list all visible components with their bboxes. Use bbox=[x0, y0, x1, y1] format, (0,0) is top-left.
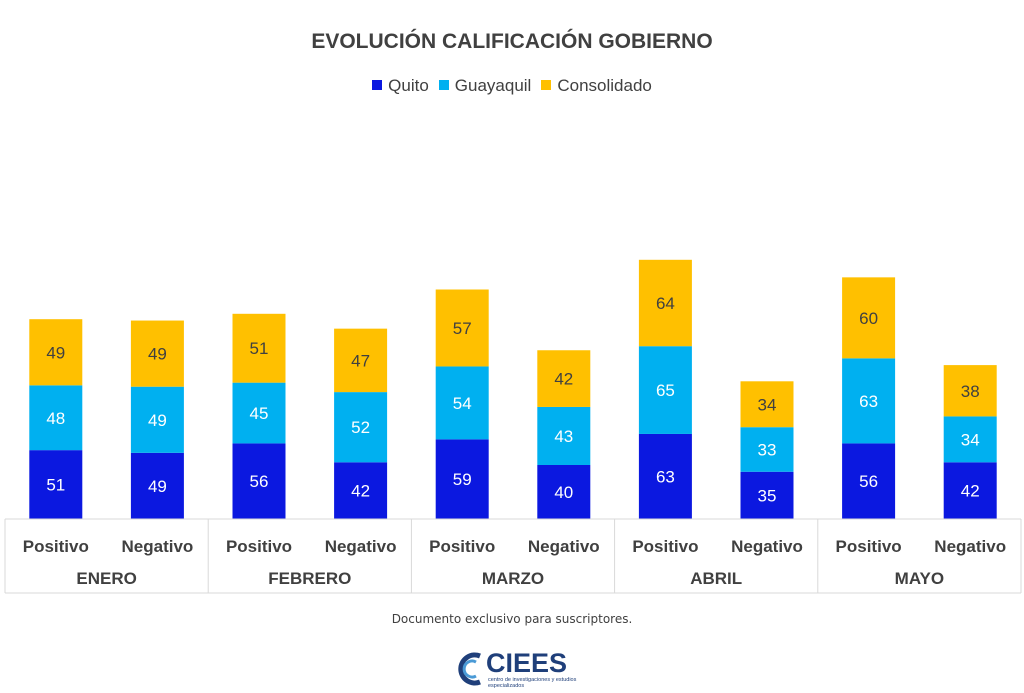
bar-consolidado-3 bbox=[334, 328, 388, 393]
bar-consolidado-6 bbox=[638, 259, 692, 347]
data-label-guayaquil-4: 54 bbox=[453, 394, 472, 413]
data-label-guayaquil-8: 63 bbox=[859, 392, 878, 411]
legend-swatch bbox=[438, 80, 449, 90]
group-label-marzo: MARZO bbox=[482, 569, 544, 588]
legend-label: Guayaquil bbox=[454, 76, 532, 95]
bar-consolidado-0 bbox=[29, 319, 83, 386]
group-label-febrero: FEBRERO bbox=[268, 569, 351, 588]
bar-consolidado-8 bbox=[842, 277, 896, 359]
bar-quito-2 bbox=[232, 443, 286, 519]
bar-consolidado-5 bbox=[537, 350, 591, 407]
bar-quito-7 bbox=[740, 471, 794, 519]
bar-quito-0 bbox=[29, 450, 83, 519]
legend-item-quito: Quito bbox=[372, 76, 429, 96]
data-label-quito-5: 40 bbox=[554, 483, 573, 502]
data-label-quito-1: 49 bbox=[148, 477, 167, 496]
bar-guayaquil-8 bbox=[842, 358, 896, 444]
bar-quito-3 bbox=[334, 462, 388, 519]
legend-label: Quito bbox=[388, 76, 429, 95]
data-label-guayaquil-7: 33 bbox=[758, 440, 777, 459]
logo-subtext: centro de investigaciones y estudios esp… bbox=[488, 677, 577, 689]
legend-swatch bbox=[372, 80, 383, 90]
data-label-consolidado-3: 47 bbox=[351, 351, 370, 370]
data-label-consolidado-5: 42 bbox=[554, 370, 573, 389]
data-label-guayaquil-0: 48 bbox=[46, 409, 65, 428]
footer-note: Documento exclusivo para suscriptores. bbox=[391, 612, 633, 626]
bar-guayaquil-3 bbox=[334, 392, 388, 463]
category-label-7: Negativo bbox=[731, 537, 803, 556]
bar-consolidado-7 bbox=[740, 381, 794, 428]
bar-quito-8 bbox=[842, 443, 896, 519]
legend: Quito Guayaquil Consolidado bbox=[0, 76, 1024, 96]
data-label-consolidado-2: 51 bbox=[250, 339, 269, 358]
data-label-guayaquil-6: 65 bbox=[656, 381, 675, 400]
data-label-quito-8: 56 bbox=[859, 472, 878, 491]
bar-guayaquil-1 bbox=[130, 386, 184, 453]
category-label-2: Positivo bbox=[226, 537, 292, 556]
bar-guayaquil-7 bbox=[740, 427, 794, 472]
data-label-guayaquil-2: 45 bbox=[250, 404, 269, 423]
bar-consolidado-2 bbox=[232, 313, 286, 383]
data-label-quito-0: 51 bbox=[46, 476, 65, 495]
legend-item-consolidado: Consolidado bbox=[541, 76, 652, 96]
bar-guayaquil-0 bbox=[29, 385, 83, 451]
data-label-consolidado-6: 64 bbox=[656, 294, 675, 313]
category-label-9: Negativo bbox=[934, 537, 1006, 556]
group-label-mayo: MAYO bbox=[895, 569, 944, 588]
data-label-guayaquil-1: 49 bbox=[148, 411, 167, 430]
data-label-consolidado-4: 57 bbox=[453, 319, 472, 338]
legend-label: Consolidado bbox=[557, 76, 652, 95]
bar-quito-4 bbox=[435, 439, 489, 519]
category-label-6: Positivo bbox=[632, 537, 698, 556]
bar-guayaquil-2 bbox=[232, 382, 286, 444]
bar-quito-1 bbox=[130, 452, 184, 519]
chart-title: EVOLUCIÓN CALIFICACIÓN GOBIERNO bbox=[311, 30, 713, 53]
legend-swatch bbox=[541, 80, 552, 90]
chart-plot: 51 48 49 Positivo 49 49 49 Negativo 56 45 51 Positi… bbox=[4, 259, 1022, 594]
bar-guayaquil-6 bbox=[638, 346, 692, 434]
data-label-consolidado-1: 49 bbox=[148, 345, 167, 364]
data-label-quito-7: 35 bbox=[758, 486, 777, 505]
data-label-guayaquil-3: 52 bbox=[351, 418, 370, 437]
category-label-4: Positivo bbox=[429, 537, 495, 556]
bar-consolidado-4 bbox=[435, 289, 489, 367]
ciees-logo-icon bbox=[458, 652, 481, 686]
data-label-quito-3: 42 bbox=[351, 482, 370, 501]
category-label-8: Positivo bbox=[836, 537, 902, 556]
bar-quito-9 bbox=[943, 462, 997, 519]
group-label-enero: ENERO bbox=[76, 569, 136, 588]
category-label-5: Negativo bbox=[528, 537, 600, 556]
bar-quito-6 bbox=[638, 433, 692, 519]
bar-consolidado-1 bbox=[130, 320, 184, 387]
data-label-consolidado-8: 60 bbox=[859, 309, 878, 328]
data-label-quito-4: 59 bbox=[453, 470, 472, 489]
category-label-1: Negativo bbox=[122, 537, 194, 556]
legend-item-guayaquil: Guayaquil bbox=[438, 76, 532, 96]
bar-guayaquil-9 bbox=[943, 416, 997, 463]
data-label-consolidado-9: 38 bbox=[961, 382, 980, 401]
group-label-abril: ABRIL bbox=[690, 569, 742, 588]
data-label-consolidado-7: 34 bbox=[758, 395, 777, 414]
data-label-consolidado-0: 49 bbox=[46, 343, 65, 362]
bar-consolidado-9 bbox=[943, 365, 997, 417]
data-label-quito-6: 63 bbox=[656, 467, 675, 486]
data-label-guayaquil-5: 43 bbox=[554, 427, 573, 446]
bar-guayaquil-5 bbox=[537, 406, 591, 465]
bar-guayaquil-4 bbox=[435, 366, 489, 440]
ciees-logo: CIEES centro de investigaciones y estudi… bbox=[452, 648, 582, 690]
category-label-0: Positivo bbox=[23, 537, 89, 556]
data-label-guayaquil-9: 34 bbox=[961, 430, 980, 449]
category-label-3: Negativo bbox=[325, 537, 397, 556]
data-label-quito-2: 56 bbox=[250, 472, 269, 491]
data-label-quito-9: 42 bbox=[961, 482, 980, 501]
logo-wordmark: CIEES bbox=[486, 648, 568, 678]
bar-quito-5 bbox=[537, 465, 591, 519]
